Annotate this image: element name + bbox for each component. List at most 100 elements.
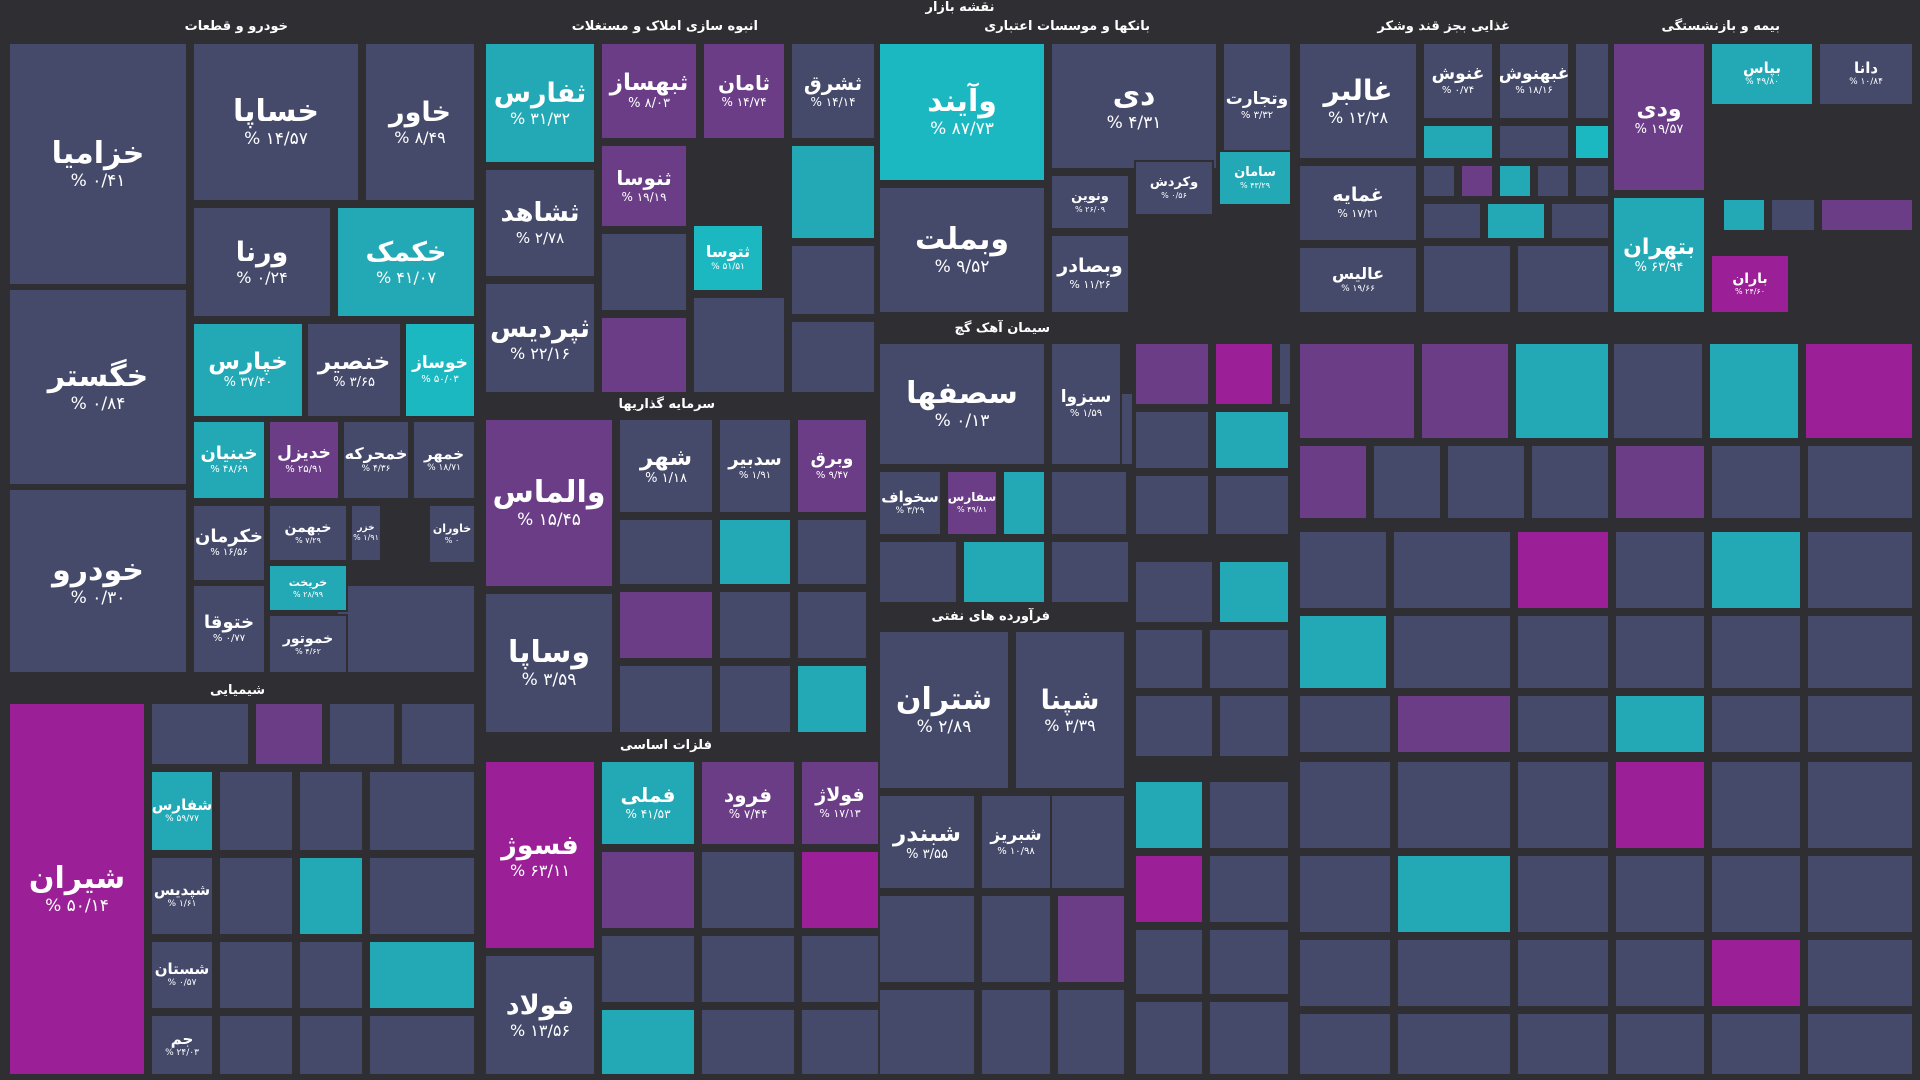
treemap-cell[interactable] — [1422, 124, 1494, 160]
treemap-cell[interactable] — [1710, 1012, 1802, 1076]
treemap-cell[interactable] — [1806, 938, 1914, 1008]
stock-tile[interactable]: خریخت ۲۸/۹۹ % — [268, 564, 348, 612]
treemap-cell[interactable] — [1218, 560, 1290, 624]
stock-tile[interactable]: خدیزل ۲۵/۹۱ % — [268, 420, 340, 500]
treemap-cell[interactable] — [1396, 1012, 1512, 1076]
treemap-cell[interactable] — [1574, 124, 1610, 160]
treemap-cell[interactable] — [1298, 760, 1392, 850]
treemap-cell[interactable] — [1134, 780, 1204, 850]
treemap-cell[interactable] — [1134, 474, 1210, 536]
stock-tile[interactable]: وبصادر ۱۱/۲۶ % — [1050, 234, 1130, 314]
treemap-cell[interactable] — [980, 988, 1052, 1076]
treemap-cell[interactable] — [1396, 694, 1512, 754]
treemap-cell[interactable] — [298, 1014, 364, 1076]
treemap-cell[interactable] — [1208, 628, 1290, 690]
treemap-cell[interactable] — [1050, 540, 1130, 604]
stock-tile[interactable]: شپنا ۳/۳۹ % — [1014, 630, 1126, 790]
treemap-cell[interactable] — [1446, 444, 1526, 520]
stock-tile[interactable]: عالیس ۱۹/۶۶ % — [1298, 246, 1418, 314]
treemap-cell[interactable] — [1516, 530, 1610, 610]
stock-tile[interactable]: وبرق ۹/۴۷ % — [796, 418, 868, 514]
stock-tile[interactable]: غالبر ۱۲/۲۸ % — [1298, 42, 1418, 160]
treemap-cell[interactable] — [1298, 530, 1388, 610]
stock-tile[interactable]: بتهران ۶۳/۹۴ % — [1612, 196, 1706, 314]
treemap-cell[interactable] — [1806, 1012, 1914, 1076]
stock-tile[interactable]: سصفها ۰/۱۳ % — [878, 342, 1046, 466]
treemap-cell[interactable] — [1298, 694, 1392, 754]
treemap-cell[interactable] — [1614, 530, 1706, 610]
treemap-cell[interactable] — [1422, 164, 1456, 198]
treemap-cell[interactable] — [1806, 530, 1914, 610]
treemap-cell[interactable] — [336, 584, 476, 674]
stock-tile[interactable]: شستان ۰/۵۷ % — [150, 940, 214, 1010]
stock-tile[interactable]: بپاس ۴۹/۸۰ % — [1710, 42, 1814, 106]
treemap-cell[interactable] — [218, 856, 294, 936]
stock-tile[interactable]: خمهر ۱۸/۷۱ % — [412, 420, 476, 500]
stock-tile[interactable]: غمایه ۱۷/۲۱ % — [1298, 164, 1418, 242]
stock-tile[interactable]: شبریز ۱۰/۹۸ % — [980, 794, 1052, 890]
treemap-cell[interactable] — [1614, 760, 1706, 850]
treemap-cell[interactable] — [790, 320, 876, 394]
stock-tile[interactable]: ثپردیس ۲۲/۱۶ % — [484, 282, 596, 394]
treemap-cell[interactable] — [150, 702, 250, 766]
stock-tile[interactable]: فولاژ ۱۷/۱۳ % — [800, 760, 880, 846]
treemap-cell[interactable] — [692, 296, 786, 394]
treemap-cell[interactable] — [1514, 342, 1610, 440]
stock-tile[interactable]: خپارس ۳۷/۴۰ % — [192, 322, 304, 418]
stock-tile[interactable]: وکردش ۰/۵۶ % — [1134, 160, 1214, 216]
treemap-cell[interactable] — [790, 244, 876, 316]
treemap-cell[interactable] — [1056, 894, 1126, 984]
treemap-cell[interactable] — [1516, 694, 1610, 754]
treemap-cell[interactable] — [218, 940, 294, 1010]
treemap-cell[interactable] — [1708, 342, 1800, 440]
treemap-cell[interactable] — [1134, 560, 1214, 624]
stock-tile[interactable]: شتران ۲/۸۹ % — [878, 630, 1010, 790]
treemap-cell[interactable] — [1208, 854, 1290, 924]
stock-tile[interactable]: خبهمن ۷/۲۹ % — [268, 504, 348, 562]
stock-tile[interactable]: ثفارس ۳۱/۳۲ % — [484, 42, 596, 164]
treemap-cell[interactable] — [1516, 760, 1610, 850]
stock-tile[interactable]: سخواف ۳/۲۹ % — [878, 470, 942, 536]
stock-tile[interactable]: دانا ۱۰/۸۴ % — [1818, 42, 1914, 106]
stock-tile[interactable]: سبزوا ۱/۵۹ % — [1050, 342, 1122, 466]
treemap-cell[interactable] — [1710, 694, 1802, 754]
stock-tile[interactable]: خمحرکه ۴/۳۶ % — [342, 420, 410, 500]
treemap-cell[interactable] — [1710, 614, 1802, 690]
treemap-cell[interactable] — [368, 856, 476, 936]
treemap-cell[interactable] — [800, 1008, 880, 1076]
treemap-cell[interactable] — [218, 1014, 294, 1076]
treemap-cell[interactable] — [1614, 614, 1706, 690]
stock-tile[interactable]: سدبیر ۱/۹۱ % — [718, 418, 792, 514]
stock-tile[interactable]: شهر ۱/۱۸ % — [618, 418, 714, 514]
stock-tile[interactable]: ونوین ۲۶/۰۹ % — [1050, 174, 1130, 230]
stock-tile[interactable]: سفارس ۴۹/۸۱ % — [946, 470, 998, 536]
treemap-cell[interactable] — [1422, 202, 1482, 240]
treemap-cell[interactable] — [1486, 202, 1546, 240]
treemap-cell[interactable] — [790, 144, 876, 240]
treemap-cell[interactable] — [1516, 1012, 1610, 1076]
stock-tile[interactable]: فرود ۷/۴۴ % — [700, 760, 796, 846]
treemap-cell[interactable] — [1214, 410, 1290, 470]
stock-tile[interactable]: وآیند ۸۷/۷۳ % — [878, 42, 1046, 182]
treemap-cell[interactable] — [400, 702, 476, 766]
treemap-cell[interactable] — [1134, 342, 1210, 406]
treemap-cell[interactable] — [298, 940, 364, 1010]
treemap-cell[interactable] — [878, 540, 958, 604]
treemap-cell[interactable] — [328, 702, 396, 766]
treemap-cell[interactable] — [1050, 470, 1128, 536]
stock-tile[interactable]: ختوقا ۰/۷۷ % — [192, 584, 266, 674]
treemap-cell[interactable] — [1134, 928, 1204, 996]
treemap-cell[interactable] — [1298, 342, 1416, 440]
treemap-cell[interactable] — [1574, 164, 1610, 198]
treemap-cell[interactable] — [1396, 938, 1512, 1008]
treemap-cell[interactable] — [718, 664, 792, 734]
stock-tile[interactable]: خزامیا ۰/۴۱ % — [8, 42, 188, 286]
stock-tile[interactable]: خموتور ۴/۶۲ % — [268, 614, 348, 674]
treemap-cell[interactable] — [1392, 530, 1512, 610]
treemap-cell[interactable] — [1806, 854, 1914, 934]
treemap-cell[interactable] — [962, 540, 1046, 604]
treemap-cell[interactable] — [618, 664, 714, 734]
treemap-cell[interactable] — [1392, 614, 1512, 690]
treemap-cell[interactable] — [1298, 854, 1392, 934]
treemap-cell[interactable] — [254, 702, 324, 766]
